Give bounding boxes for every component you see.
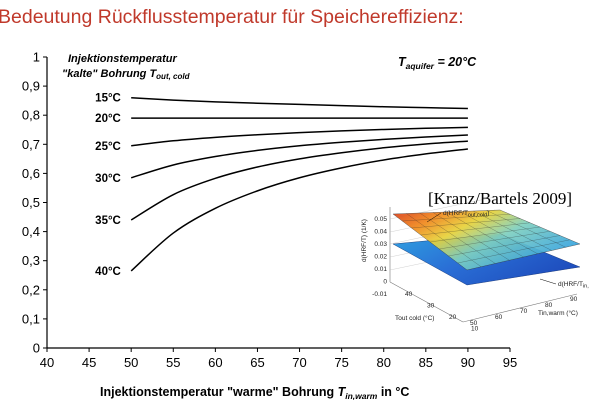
x-tick-label: 75 (334, 355, 348, 370)
y-tick-label: 0,1 (22, 311, 40, 326)
surface-inset: [Kranz/Bartels 2009] d(HRF/Tout,cold) d(… (361, 189, 589, 333)
series-lines (130, 96, 468, 272)
y-tick-label: 0,4 (22, 224, 40, 239)
inset-y-label: Tin,warm (°C) (538, 309, 578, 317)
x-tick-label: 95 (503, 355, 517, 370)
inset-y-tick: 70 (520, 308, 528, 315)
series-label: 30°C (95, 173, 121, 185)
y-tick-labels: 0 0,1 0,2 0,3 0,4 0,5 0,6 0,7 0,8 0,9 1 (22, 50, 40, 356)
x-tick-labels: 40 45 50 55 60 65 70 75 80 85 90 95 (40, 355, 517, 370)
inset-citation: [Kranz/Bartels 2009] (428, 189, 572, 208)
series-line-25°C (131, 126, 468, 147)
x-tick-label: 50 (124, 355, 138, 370)
aquifer-annotation: Taquifer = 20°C (398, 55, 477, 71)
x-tick-label: 85 (419, 355, 433, 370)
y-tick-label: 0,2 (22, 282, 40, 297)
inset-z-label: d(HRF/T) (1/K) (361, 219, 368, 262)
x-tick-label: 45 (82, 355, 96, 370)
y-tick-label: 0,8 (22, 108, 40, 123)
series-label: 35°C (95, 215, 121, 227)
y-tick-label: 0,7 (22, 137, 40, 152)
inset-x-tick: 40 (405, 291, 413, 298)
x-tick-label: 80 (376, 355, 390, 370)
y-tick-label: 1 (33, 50, 40, 65)
inset-z-tick: 0.04 (374, 229, 387, 236)
inset-x-tick: 10 (471, 326, 479, 333)
inset-y-tick: 50 (470, 320, 478, 327)
y-tick-label: 0,5 (22, 195, 40, 210)
surface-label-tout: d(HRF/Tout,cold) (443, 210, 489, 219)
chart-axes (43, 56, 511, 352)
y-tick-label: 0,3 (22, 253, 40, 268)
inset-z-tick: 0.05 (374, 216, 387, 223)
series-line-35°C (130, 140, 468, 221)
y-tick-label: 0 (33, 341, 40, 356)
inset-x-label: Tout cold (°C) (395, 314, 434, 322)
y-tick-label: 0,9 (22, 79, 40, 94)
inset-y-tick: 90 (570, 296, 578, 303)
inset-x-tick: 20 (449, 314, 457, 321)
y-tick-label: 0,6 (22, 166, 40, 181)
series-line-30°C (130, 134, 468, 179)
x-axis-label: Injektionstemperatur "warme" Bohrung Tin… (100, 385, 409, 400)
series-label: 40°C (95, 266, 121, 278)
inset-y-tick: 80 (545, 302, 553, 309)
inset-x-tick: 30 (427, 303, 435, 310)
series-label: 20°C (95, 113, 121, 125)
inset-z-tick: 0.02 (374, 254, 387, 261)
inset-z-tick: 0.01 (374, 266, 387, 273)
x-tick-label: 90 (461, 355, 475, 370)
inset-y-tick: 60 (495, 314, 503, 321)
inset-z-tick: 0 (383, 279, 387, 286)
x-tick-label: 70 (292, 355, 306, 370)
x-tick-label: 55 (166, 355, 180, 370)
x-tick-label: 65 (250, 355, 264, 370)
inset-z-tick: -0.01 (372, 291, 387, 298)
surface-label-tin: d(HRF/Tin, (558, 281, 589, 290)
slide-title: Bedeutung Rückflusstemperatur für Speich… (0, 6, 464, 28)
series-labels: 15°C 20°C 25°C 30°C 35°C 40°C (95, 93, 121, 278)
series-label: 25°C (95, 141, 121, 153)
series-line-15°C (131, 96, 468, 110)
x-tick-label: 60 (208, 355, 222, 370)
series-label: 15°C (95, 93, 121, 105)
legend-title-line1: Injektionstemperatur (68, 53, 178, 65)
inset-z-tick: 0.03 (374, 241, 387, 248)
x-tick-label: 40 (40, 355, 54, 370)
series-line-40°C (130, 148, 468, 272)
surface-tout-cold (392, 209, 581, 271)
legend-title-line2: "kalte" Bohrung Tout, cold (62, 68, 191, 81)
